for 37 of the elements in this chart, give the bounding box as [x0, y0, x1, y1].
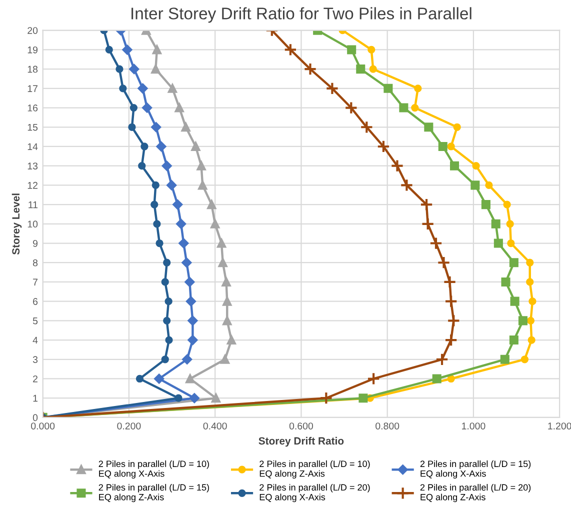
y-tick-label: 5 — [32, 318, 38, 324]
chart-title: Inter Storey Drift Ratio for Two Piles in Parallel — [132, 7, 472, 23]
y-tick-label: 12 — [28, 182, 38, 189]
y-tick-label: 7 — [33, 278, 38, 286]
legend-label: 2 Piles in parallel (L/D = 20) EQ along Z-Axis — [420, 484, 531, 502]
y-axis-title: Storey Level — [12, 194, 22, 255]
x-tick-label: 0.800 — [376, 422, 400, 430]
y-tick-label: 0 — [32, 414, 38, 422]
y-tick-label: 10 — [28, 220, 38, 228]
y-tick-label: 16 — [28, 104, 38, 112]
x-tick-label: 0.200 — [117, 422, 141, 430]
y-tick-label: 19 — [28, 46, 38, 54]
y-tick-label: 2 — [33, 375, 38, 382]
y-tick-label: 8 — [32, 259, 38, 266]
legend-label: 2 Piles in parallel (L/D = 20) EQ along X-Axis — [260, 484, 370, 502]
y-tick-label: 11 — [28, 201, 38, 208]
legend-label: 2 Piles in parallel (L/D = 10) EQ along X-Axis — [98, 460, 209, 479]
y-tick-label: 4 — [32, 336, 38, 344]
y-tick-label: 17 — [28, 85, 38, 92]
x-tick-label: 1.000 — [462, 422, 486, 430]
x-tick-label: 0.000 — [31, 422, 55, 430]
y-tick-label: 6 — [33, 298, 38, 305]
x-tick-label: 0.600 — [289, 422, 313, 430]
legend-label: 2 Piles in parallel (L/D = 15) EQ along Z-Axis — [98, 484, 209, 502]
legend-label: 2 Piles in parallel (L/D = 10) EQ along Z-Axis — [260, 460, 370, 479]
y-tick-label: 14 — [28, 143, 38, 150]
y-tick-label: 20 — [28, 27, 38, 34]
x-tick-label: 1.200 — [548, 422, 571, 430]
y-tick-label: 13 — [28, 162, 38, 170]
y-tick-label: 18 — [28, 66, 38, 73]
y-tick-label: 15 — [28, 124, 38, 131]
y-tick-label: 3 — [32, 356, 38, 364]
y-tick-label: 1 — [33, 394, 38, 402]
legend-label: 2 Piles in parallel (L/D = 15) EQ along X-Axis — [420, 460, 531, 479]
y-tick-label: 9 — [33, 240, 38, 247]
x-tick-label: 0.400 — [203, 422, 227, 430]
x-axis-title: Storey Drift Ratio — [258, 436, 344, 447]
